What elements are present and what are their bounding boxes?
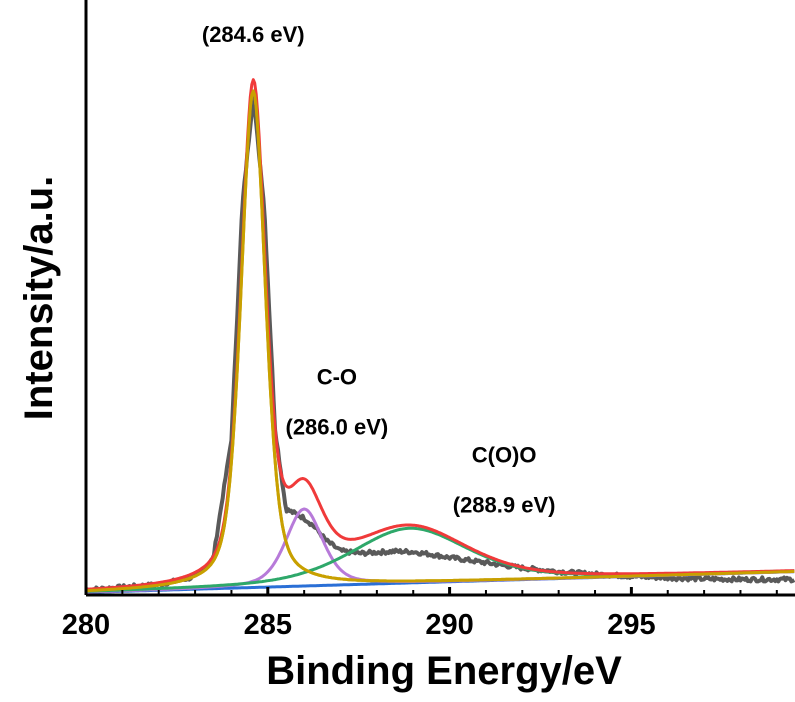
peak-c-c-line bbox=[86, 89, 795, 593]
peak-position-label-c-c: (284.6 eV) bbox=[202, 22, 305, 47]
raw-spectrum-line bbox=[86, 95, 795, 594]
x-tick-label: 285 bbox=[244, 609, 292, 641]
x-axis-title: Binding Energy/eV bbox=[266, 649, 622, 693]
x-tick-label: 280 bbox=[62, 609, 110, 641]
y-axis-title: Intensity/a.u. bbox=[17, 176, 61, 421]
fit-envelope-line bbox=[86, 78, 795, 591]
peak-label-c-o-o: C(O)O bbox=[472, 442, 537, 467]
peak-position-label-c-o: (286.0 eV) bbox=[286, 414, 389, 439]
peak-position-label-c-o-o: (288.9 eV) bbox=[453, 492, 556, 517]
x-tick-label: 295 bbox=[607, 609, 655, 641]
peak-label-c-o: C-O bbox=[317, 364, 357, 389]
x-tick-label: 290 bbox=[425, 609, 473, 641]
peak-c-c-top-line bbox=[86, 89, 795, 593]
